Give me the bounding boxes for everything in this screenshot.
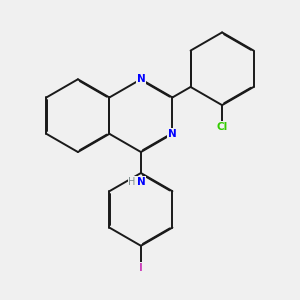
Text: N: N	[168, 129, 177, 139]
Text: N: N	[136, 74, 145, 84]
Text: N: N	[136, 177, 145, 187]
Text: H: H	[128, 177, 136, 187]
Text: Cl: Cl	[217, 122, 228, 132]
Text: I: I	[139, 262, 143, 273]
